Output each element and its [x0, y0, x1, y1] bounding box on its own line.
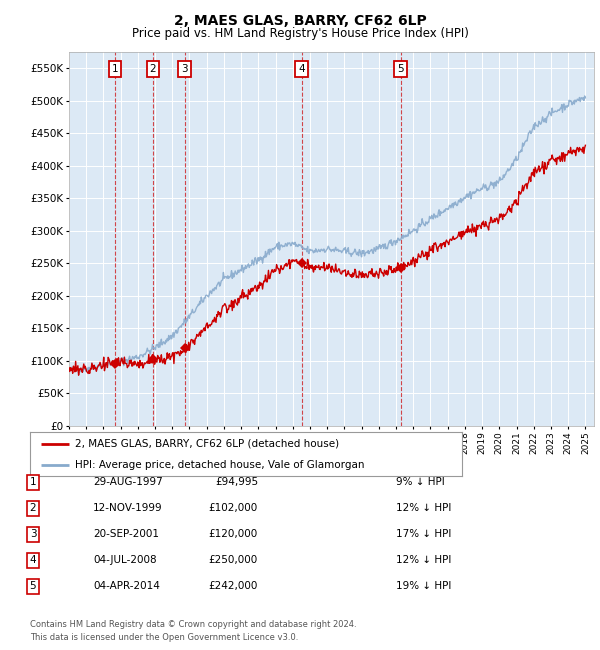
Text: 12% ↓ HPI: 12% ↓ HPI	[396, 503, 451, 514]
Text: HPI: Average price, detached house, Vale of Glamorgan: HPI: Average price, detached house, Vale…	[76, 460, 365, 470]
Text: £242,000: £242,000	[209, 581, 258, 592]
Text: 04-JUL-2008: 04-JUL-2008	[93, 555, 157, 566]
Text: 1: 1	[29, 477, 37, 488]
Text: 4: 4	[29, 555, 37, 566]
Text: 2, MAES GLAS, BARRY, CF62 6LP (detached house): 2, MAES GLAS, BARRY, CF62 6LP (detached …	[76, 439, 340, 448]
Text: 1: 1	[112, 64, 118, 74]
Text: 12% ↓ HPI: 12% ↓ HPI	[396, 555, 451, 566]
Text: 20-SEP-2001: 20-SEP-2001	[93, 529, 159, 539]
Text: 19% ↓ HPI: 19% ↓ HPI	[396, 581, 451, 592]
Text: £94,995: £94,995	[215, 477, 258, 488]
Text: 4: 4	[298, 64, 305, 74]
Text: 9% ↓ HPI: 9% ↓ HPI	[396, 477, 445, 488]
Text: 17% ↓ HPI: 17% ↓ HPI	[396, 529, 451, 539]
Text: 12-NOV-1999: 12-NOV-1999	[93, 503, 163, 514]
Text: 5: 5	[29, 581, 37, 592]
Text: 3: 3	[181, 64, 188, 74]
Text: 04-APR-2014: 04-APR-2014	[93, 581, 160, 592]
Text: 2, MAES GLAS, BARRY, CF62 6LP: 2, MAES GLAS, BARRY, CF62 6LP	[173, 14, 427, 29]
Text: £102,000: £102,000	[209, 503, 258, 514]
Text: £120,000: £120,000	[209, 529, 258, 539]
Text: £250,000: £250,000	[209, 555, 258, 566]
Text: 5: 5	[397, 64, 404, 74]
Text: Contains HM Land Registry data © Crown copyright and database right 2024.
This d: Contains HM Land Registry data © Crown c…	[30, 620, 356, 642]
Text: 2: 2	[29, 503, 37, 514]
Text: 29-AUG-1997: 29-AUG-1997	[93, 477, 163, 488]
Text: Price paid vs. HM Land Registry's House Price Index (HPI): Price paid vs. HM Land Registry's House …	[131, 27, 469, 40]
Text: 3: 3	[29, 529, 37, 539]
Text: 2: 2	[149, 64, 156, 74]
